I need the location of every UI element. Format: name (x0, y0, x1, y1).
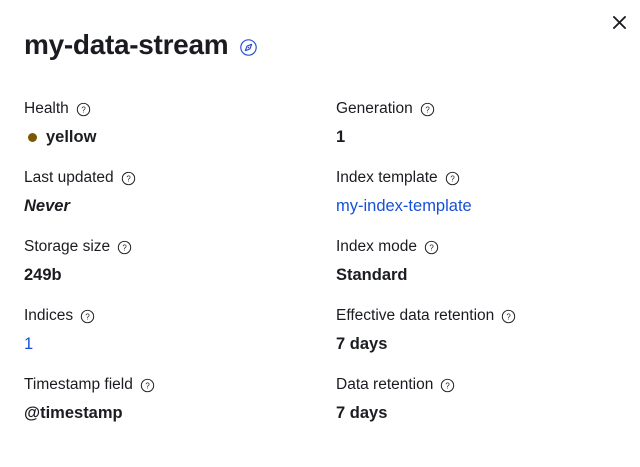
detail-value: 7 days (336, 335, 388, 353)
detail-label-row: Storage size ? (24, 237, 336, 257)
index-template-link[interactable]: my-index-template (336, 197, 472, 215)
compass-icon[interactable] (238, 37, 258, 57)
question-circle-icon[interactable]: ? (424, 240, 439, 255)
detail-data-retention: Data retention ? 7 days (336, 375, 616, 444)
svg-text:?: ? (429, 243, 434, 252)
detail-indices: Indices ? 1 (24, 306, 336, 375)
detail-label: Indices (24, 307, 74, 324)
page-title: my-data-stream (24, 29, 229, 60)
svg-text:?: ? (85, 312, 90, 321)
svg-text:?: ? (446, 381, 451, 390)
detail-index-template: Index template ? my-index-template (336, 168, 616, 237)
question-circle-icon[interactable]: ? (140, 378, 155, 393)
detail-label: Timestamp field (24, 376, 133, 393)
svg-text:?: ? (122, 243, 127, 252)
flyout-header: my-data-stream (24, 28, 592, 62)
question-circle-icon[interactable]: ? (440, 378, 455, 393)
question-circle-icon[interactable]: ? (117, 240, 132, 255)
question-circle-icon[interactable]: ? (501, 309, 516, 324)
question-circle-icon[interactable]: ? (80, 309, 95, 324)
detail-last-updated: Last updated ? Never (24, 168, 336, 237)
question-circle-icon[interactable]: ? (420, 102, 435, 117)
detail-label-row: Health ? (24, 99, 336, 119)
close-button[interactable] (606, 9, 632, 35)
detail-value: Standard (336, 266, 408, 284)
detail-index-mode: Index mode ? Standard (336, 237, 616, 306)
detail-label-row: Effective data retention ? (336, 306, 616, 326)
question-circle-icon[interactable]: ? (76, 102, 91, 117)
detail-timestamp-field: Timestamp field ? @timestamp (24, 375, 336, 444)
detail-label-row: Indices ? (24, 306, 336, 326)
detail-label: Storage size (24, 238, 111, 255)
svg-text:?: ? (425, 105, 430, 114)
detail-value: @timestamp (24, 404, 123, 422)
details-grid: Health ? yellow Generation (24, 99, 616, 444)
detail-label: Health (24, 100, 69, 117)
detail-label: Generation (336, 100, 413, 117)
detail-value: 7 days (336, 404, 388, 422)
question-circle-icon[interactable]: ? (445, 171, 460, 186)
detail-value: yellow (46, 128, 97, 146)
detail-label-row: Generation ? (336, 99, 616, 119)
detail-label-row: Timestamp field ? (24, 375, 336, 395)
detail-label-row: Last updated ? (24, 168, 336, 188)
detail-label: Data retention (336, 376, 434, 393)
detail-label-row: Index template ? (336, 168, 616, 188)
detail-label: Last updated (24, 169, 114, 186)
svg-text:?: ? (507, 312, 512, 321)
detail-storage-size: Storage size ? 249b (24, 237, 336, 306)
detail-label: Effective data retention (336, 307, 495, 324)
detail-label-row: Index mode ? (336, 237, 616, 257)
svg-text:?: ? (126, 174, 131, 183)
indices-count-link[interactable]: 1 (24, 335, 34, 353)
health-status-dot (28, 132, 37, 142)
detail-generation: Generation ? 1 (336, 99, 616, 168)
detail-value: 249b (24, 266, 62, 284)
svg-text:?: ? (145, 381, 150, 390)
detail-value: 1 (336, 128, 346, 146)
svg-text:?: ? (81, 105, 86, 114)
detail-label-row: Data retention ? (336, 375, 616, 395)
detail-value-wrapper: yellow (24, 126, 336, 148)
close-icon (612, 15, 626, 29)
detail-health: Health ? yellow (24, 99, 336, 168)
detail-label: Index mode (336, 238, 417, 255)
question-circle-icon[interactable]: ? (121, 171, 136, 186)
detail-effective-data-retention: Effective data retention ? 7 days (336, 306, 616, 375)
detail-label: Index template (336, 169, 438, 186)
svg-text:?: ? (450, 174, 455, 183)
detail-value: Never (24, 197, 70, 215)
